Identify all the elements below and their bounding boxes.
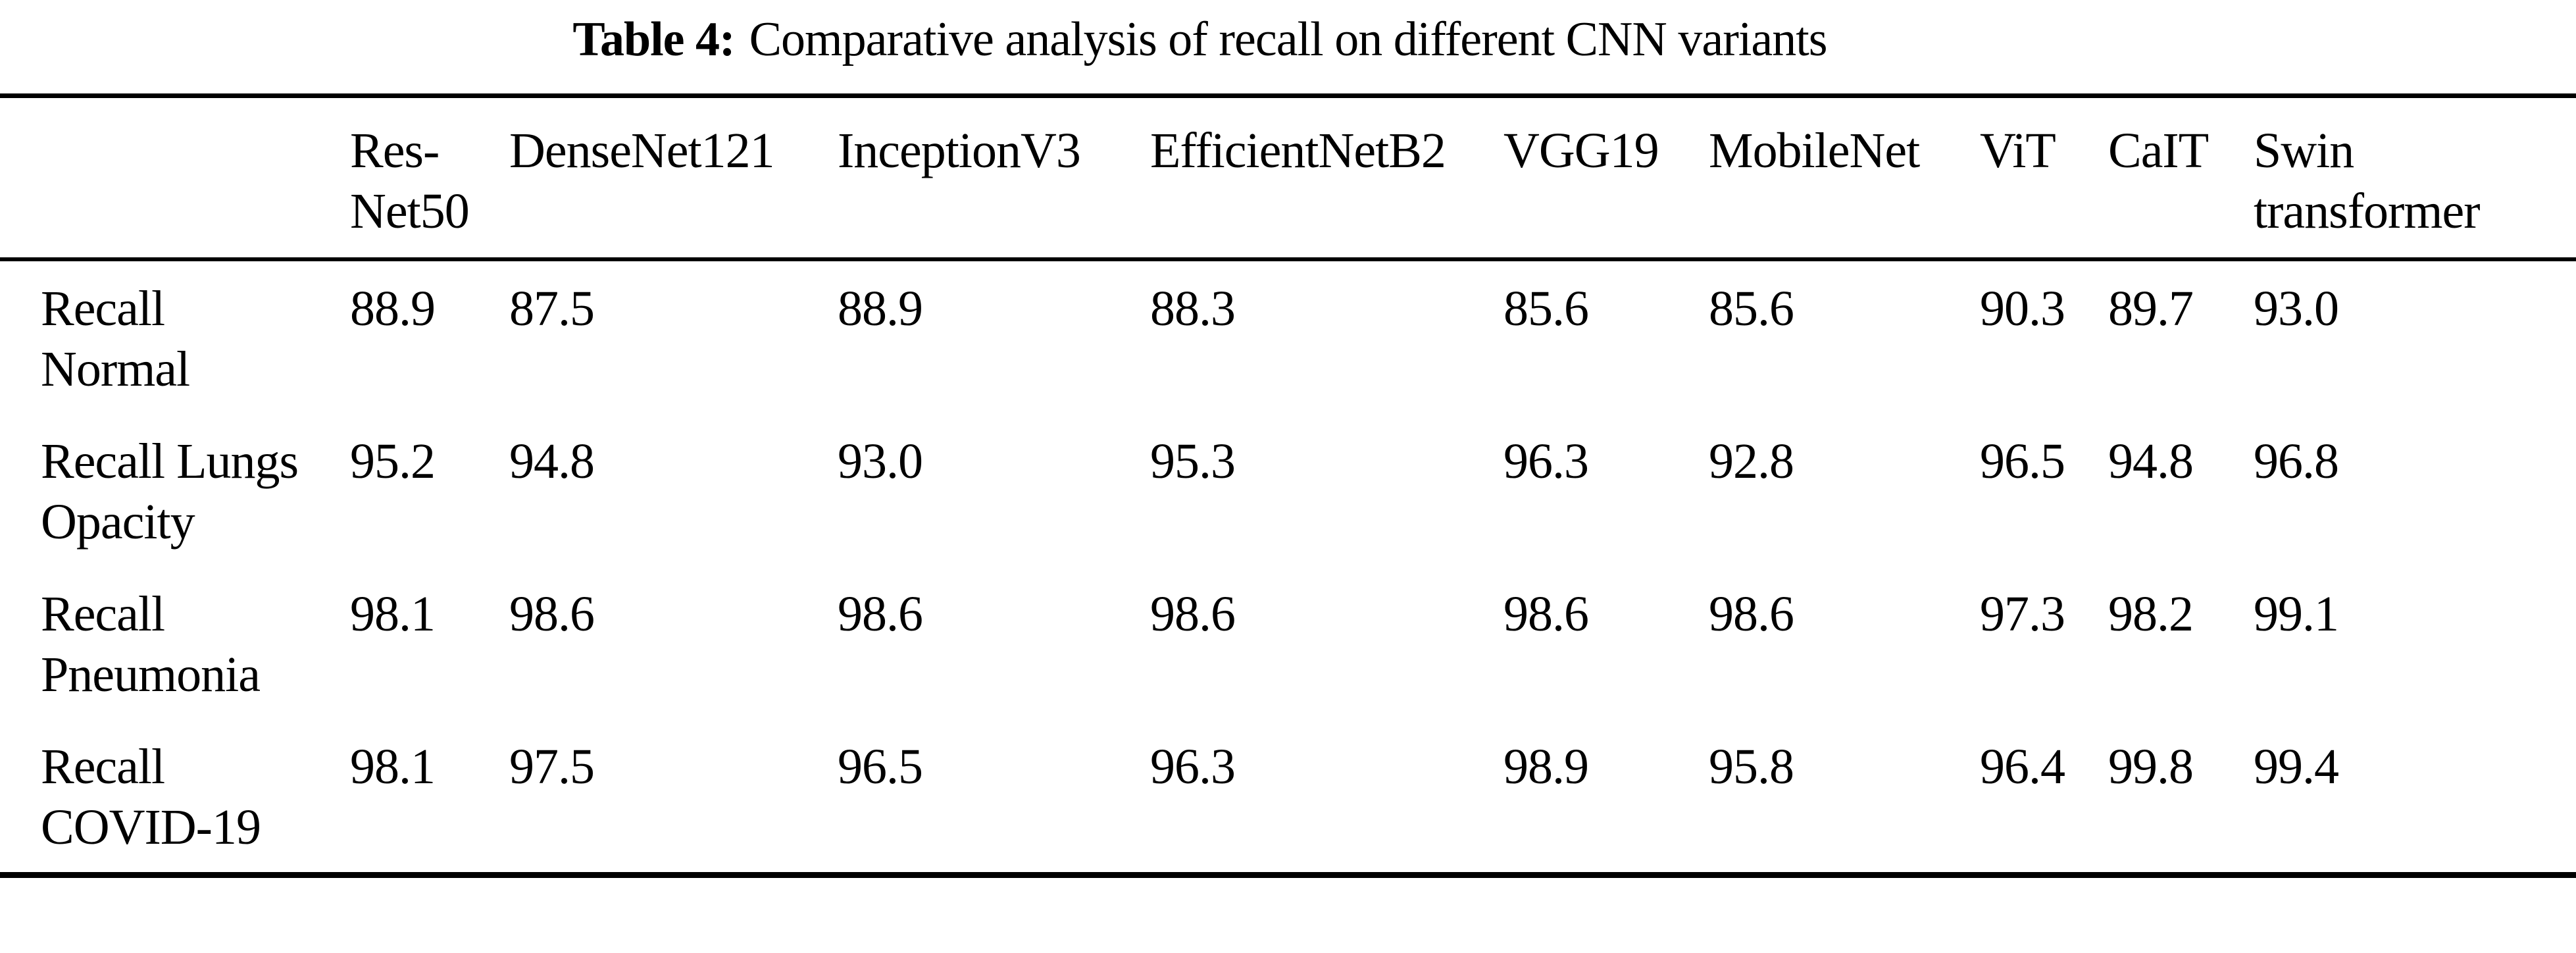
table-cell: 97.5	[509, 739, 595, 794]
column-header-inceptionv3: InceptionV3	[838, 95, 1150, 261]
column-header-densenet121: DenseNet121	[509, 95, 838, 261]
table-cell: 99.4	[2254, 739, 2339, 794]
row-label: Recall COVID-19	[41, 739, 261, 855]
column-header-efficientnetb2: EfficientNetB2	[1150, 95, 1503, 261]
table-cell: 96.3	[1503, 434, 1589, 489]
table-cell: 99.1	[2254, 586, 2339, 642]
table-cell: 96.4	[1980, 739, 2065, 794]
table-cell: 98.1	[350, 586, 436, 642]
column-header-resnet50: Res-Net50	[350, 95, 509, 261]
table-row-recall-normal: Recall Normal 88.9 87.5 88.9 88.3 85.6 8…	[0, 259, 2576, 414]
column-header-cait: CaIT	[2108, 95, 2254, 261]
table-cell: 88.3	[1150, 281, 1236, 336]
table-cell: 94.8	[509, 434, 595, 489]
table-cell: 89.7	[2108, 281, 2194, 336]
table-caption-text: Comparative analysis of recall on differ…	[749, 13, 1828, 66]
table-cell: 98.6	[1150, 586, 1236, 642]
table-cell: 85.6	[1709, 281, 1794, 336]
table-cell: 92.8	[1709, 434, 1794, 489]
table-cell: 95.8	[1709, 739, 1794, 794]
column-header-swin-transformer: Swin transformer	[2254, 95, 2576, 261]
corner-cell	[0, 95, 350, 261]
column-header-vit: ViT	[1980, 95, 2108, 261]
table-cell: 95.3	[1150, 434, 1236, 489]
table-cell: 98.6	[838, 586, 923, 642]
row-label: Recall Pneumonia	[41, 586, 261, 702]
table-cell: 98.9	[1503, 739, 1589, 794]
table-cell: 95.2	[350, 434, 436, 489]
table-cell: 99.8	[2108, 739, 2194, 794]
table-row-recall-covid-19: Recall COVID-19 98.1 97.5 96.5 96.3 98.9…	[0, 719, 2576, 875]
table-cell: 96.5	[838, 739, 923, 794]
table-cell: 96.8	[2254, 434, 2339, 489]
table-cell: 98.6	[1503, 586, 1589, 642]
table-row-recall-lungs-opacity: Recall Lungs Opacity 95.2 94.8 93.0 95.3…	[0, 414, 2576, 567]
table-cell: 98.6	[1709, 586, 1794, 642]
row-label: Recall Lungs Opacity	[41, 434, 299, 550]
table-cell: 93.0	[838, 434, 923, 489]
table-cell: 85.6	[1503, 281, 1589, 336]
table-cell: 98.1	[350, 739, 436, 794]
column-header-vgg19: VGG19	[1503, 95, 1709, 261]
table-cell: 88.9	[350, 281, 436, 336]
table-row-recall-pneumonia: Recall Pneumonia 98.1 98.6 98.6 98.6 98.…	[0, 567, 2576, 719]
table-cell: 93.0	[2254, 281, 2339, 336]
table-cell: 94.8	[2108, 434, 2194, 489]
table-cell: 87.5	[509, 281, 595, 336]
row-label: Recall Normal	[41, 281, 190, 397]
table-cell: 90.3	[1980, 281, 2065, 336]
table-cell: 96.3	[1150, 739, 1236, 794]
results-table: Res-Net50 DenseNet121 InceptionV3 Effici…	[0, 93, 2576, 878]
table-caption: Table 4: Comparative analysis of recall o…	[0, 8, 2576, 71]
table-cell: 88.9	[838, 281, 923, 336]
column-header-mobilenet: MobileNet	[1709, 95, 1980, 261]
table-cell: 98.6	[509, 586, 595, 642]
table-caption-number: Table 4:	[572, 13, 735, 66]
table-cell: 96.5	[1980, 434, 2065, 489]
header-row: Res-Net50 DenseNet121 InceptionV3 Effici…	[0, 95, 2576, 261]
table-cell: 97.3	[1980, 586, 2065, 642]
table-cell: 98.2	[2108, 586, 2194, 642]
